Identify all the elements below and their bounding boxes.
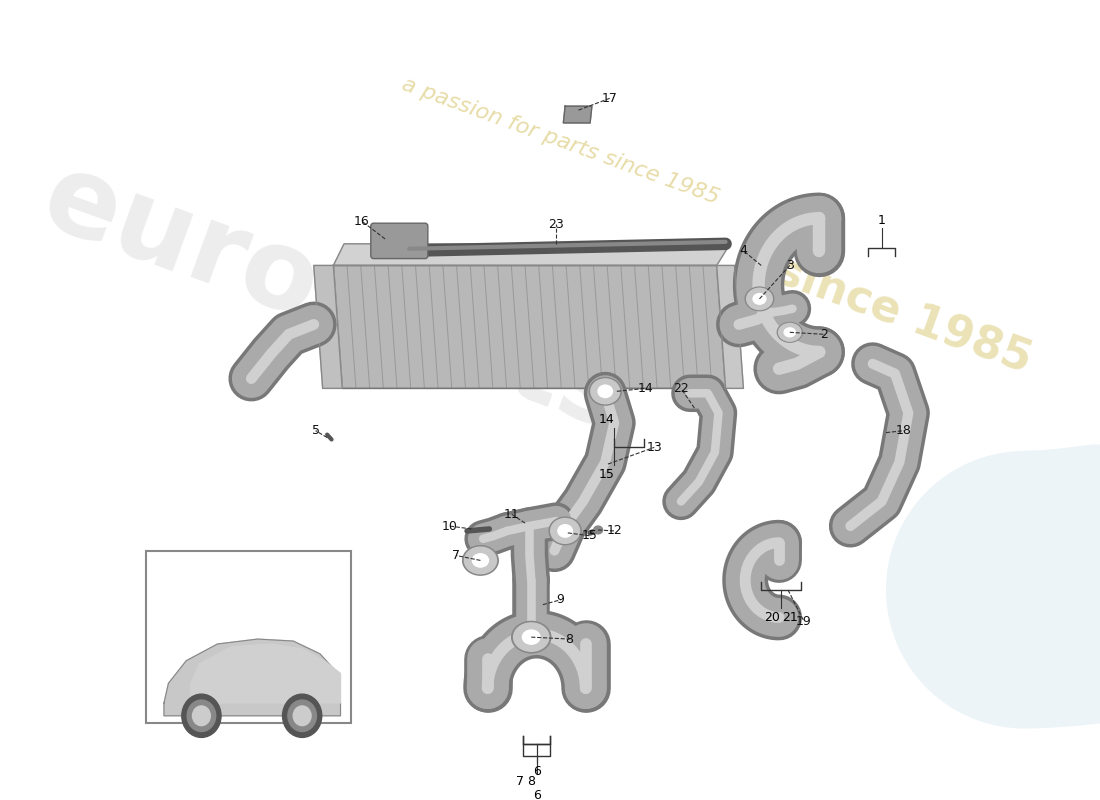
Ellipse shape xyxy=(522,630,540,644)
Text: 18: 18 xyxy=(895,424,912,437)
Bar xyxy=(146,550,351,722)
Polygon shape xyxy=(563,106,592,123)
Polygon shape xyxy=(333,244,730,266)
Text: 6: 6 xyxy=(532,766,540,778)
Ellipse shape xyxy=(745,287,773,310)
Ellipse shape xyxy=(549,517,581,545)
Text: 9: 9 xyxy=(557,594,564,606)
Text: 7: 7 xyxy=(452,549,461,562)
Text: 23: 23 xyxy=(548,218,564,230)
Text: 4: 4 xyxy=(739,244,747,258)
Text: 20: 20 xyxy=(764,611,780,624)
Circle shape xyxy=(192,706,210,726)
Text: 10: 10 xyxy=(441,519,458,533)
Text: 15: 15 xyxy=(582,530,598,542)
Text: 7 8: 7 8 xyxy=(516,775,536,788)
Ellipse shape xyxy=(463,546,498,575)
Text: 14: 14 xyxy=(638,382,653,395)
Polygon shape xyxy=(164,639,341,716)
Text: since 1985: since 1985 xyxy=(770,248,1037,381)
Text: 14: 14 xyxy=(600,414,615,426)
Ellipse shape xyxy=(514,623,549,651)
Text: europarts: europarts xyxy=(29,143,642,454)
Polygon shape xyxy=(190,644,341,703)
Ellipse shape xyxy=(594,526,603,534)
Text: 2: 2 xyxy=(820,328,827,341)
Ellipse shape xyxy=(591,379,619,404)
Text: 5: 5 xyxy=(311,424,319,437)
Text: 6: 6 xyxy=(532,789,540,800)
Text: 17: 17 xyxy=(602,92,617,105)
Text: a passion for parts since 1985: a passion for parts since 1985 xyxy=(399,74,722,209)
Polygon shape xyxy=(717,266,744,388)
Ellipse shape xyxy=(558,525,572,537)
Text: 19: 19 xyxy=(796,615,812,628)
Text: 16: 16 xyxy=(354,214,370,228)
Ellipse shape xyxy=(590,378,621,405)
Ellipse shape xyxy=(778,322,802,342)
Text: 8: 8 xyxy=(565,633,573,646)
Ellipse shape xyxy=(754,294,766,304)
Ellipse shape xyxy=(464,547,496,574)
Text: 21: 21 xyxy=(782,611,799,624)
Text: 13: 13 xyxy=(647,441,662,454)
Text: 22: 22 xyxy=(673,382,689,395)
Circle shape xyxy=(187,700,216,731)
Ellipse shape xyxy=(512,622,551,653)
Ellipse shape xyxy=(598,385,613,398)
Circle shape xyxy=(288,700,317,731)
Ellipse shape xyxy=(551,518,580,543)
Ellipse shape xyxy=(472,554,488,567)
Text: 3: 3 xyxy=(785,259,794,272)
Circle shape xyxy=(294,706,311,726)
Text: 11: 11 xyxy=(504,508,519,521)
Text: 12: 12 xyxy=(606,525,621,538)
Text: 1: 1 xyxy=(878,214,886,226)
Ellipse shape xyxy=(747,288,772,310)
Circle shape xyxy=(283,694,322,738)
Ellipse shape xyxy=(784,328,795,337)
Polygon shape xyxy=(314,266,342,388)
FancyBboxPatch shape xyxy=(371,223,428,258)
Polygon shape xyxy=(333,266,726,388)
Text: 15: 15 xyxy=(600,468,615,482)
Circle shape xyxy=(182,694,221,738)
Ellipse shape xyxy=(779,323,801,341)
